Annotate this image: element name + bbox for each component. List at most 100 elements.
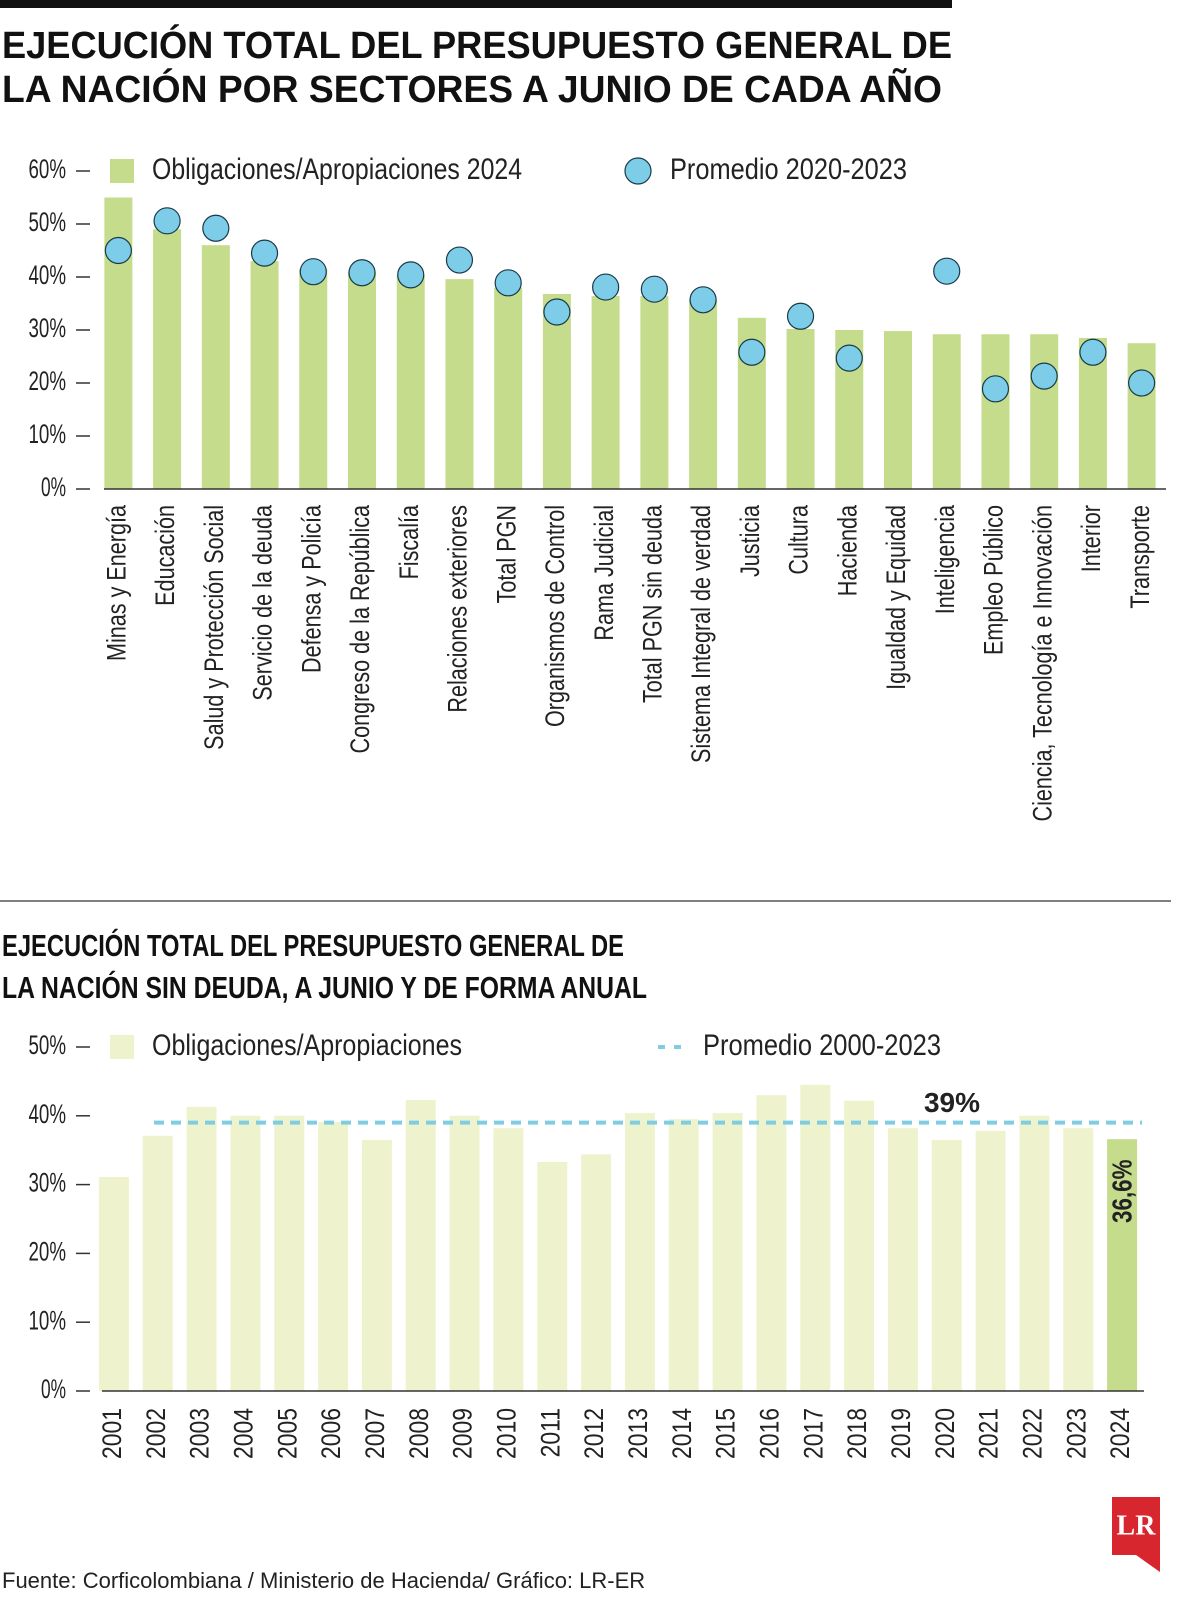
x-tick-label: 2003: [185, 1408, 215, 1459]
bar: [537, 1161, 568, 1391]
x-tick-label: Interior: [1077, 505, 1107, 572]
x-tick-label: Justicia: [736, 505, 766, 577]
bar: [1030, 334, 1059, 489]
bar: [640, 296, 669, 489]
bar: [274, 1115, 305, 1391]
bar: [591, 296, 620, 489]
bar: [931, 1139, 962, 1391]
x-tick-label: 2021: [974, 1408, 1004, 1459]
y-tick-label: 10%: [29, 419, 67, 449]
bar: [299, 269, 328, 489]
x-tick-label: 2007: [360, 1408, 390, 1459]
dot: [1030, 362, 1058, 390]
x-tick-label: Empleo Público: [979, 505, 1009, 655]
x-tick-label: Congreso de la República: [346, 505, 376, 754]
legend-label: Obligaciones/Apropiaciones 2024: [152, 153, 522, 186]
x-tick-label: Minas y Energía: [102, 505, 132, 661]
y-tick-label: 0%: [41, 472, 66, 502]
y-tick-label: 20%: [29, 1237, 67, 1267]
x-tick-label: Total PGN sin deuda: [638, 505, 668, 703]
top-rule: [0, 0, 952, 8]
x-tick-label: Total PGN: [492, 505, 522, 603]
x-tick-label: 2019: [886, 1408, 916, 1459]
x-tick-label: Organismos de Control: [541, 505, 571, 727]
y-tick-label: 60%: [29, 154, 67, 184]
bar: [712, 1113, 743, 1391]
x-tick-label: Sistema Integral de verdad: [687, 505, 717, 763]
x-tick-label: Salud y Protección Social: [200, 505, 230, 750]
dot: [494, 269, 522, 297]
dot: [640, 275, 668, 303]
bar: [230, 1115, 261, 1391]
value-label: 36,6%: [1107, 1159, 1138, 1222]
dot: [397, 261, 425, 289]
x-tick-label: 2018: [843, 1408, 873, 1459]
dot: [786, 302, 815, 330]
dot: [202, 214, 230, 242]
bar: [449, 1115, 480, 1391]
x-tick-label: Rama Judicial: [590, 505, 620, 641]
x-tick-label: Transporte: [1126, 505, 1156, 609]
x-tick-label: 2013: [623, 1408, 653, 1459]
bar: [1063, 1128, 1094, 1391]
chart-title: LA NACIÓN POR SECTORES A JUNIO DE CADA A…: [2, 67, 942, 111]
x-tick-label: Relaciones exteriores: [443, 505, 473, 713]
x-tick-label: 2008: [404, 1408, 434, 1459]
bar: [445, 279, 474, 489]
dot: [933, 257, 961, 285]
x-tick-label: 2005: [273, 1408, 303, 1459]
chart-title: EJECUCIÓN TOTAL DEL PRESUPUESTO GENERAL …: [2, 23, 952, 67]
logo-tail: [1136, 1555, 1160, 1572]
bar: [361, 1139, 392, 1391]
bar: [405, 1099, 436, 1391]
bar: [932, 334, 961, 489]
x-tick-label: Servicio de la deuda: [248, 505, 278, 701]
y-tick-label: 10%: [29, 1305, 67, 1335]
x-tick-label: 2016: [755, 1408, 785, 1459]
bar: [142, 1135, 173, 1391]
bar: [581, 1154, 612, 1391]
logo: LR: [1117, 1510, 1157, 1541]
bar: [153, 229, 182, 490]
bar: [318, 1121, 349, 1391]
y-tick-label: 40%: [29, 1099, 67, 1129]
bar: [1019, 1115, 1050, 1391]
dot: [1128, 369, 1156, 397]
x-tick-label: Igualdad y Equidad: [882, 505, 912, 690]
legend-label: Promedio 2000-2023: [703, 1029, 941, 1062]
x-tick-label: 2002: [141, 1408, 171, 1459]
dot: [348, 259, 376, 287]
x-tick-label: Inteligencia: [931, 505, 961, 615]
bar: [494, 287, 523, 489]
legend-label: Obligaciones/Apropiaciones: [152, 1029, 462, 1062]
x-tick-label: 2010: [492, 1408, 522, 1459]
bar: [884, 331, 912, 489]
bar: [624, 1113, 655, 1391]
y-tick-label: 0%: [41, 1374, 66, 1404]
dot: [299, 258, 327, 286]
dot: [445, 246, 474, 274]
legend-label: Promedio 2020-2023: [670, 153, 907, 186]
bar: [186, 1106, 217, 1391]
dot: [981, 375, 1010, 403]
y-tick-label: 40%: [29, 260, 67, 290]
x-tick-label: Educación: [151, 505, 181, 606]
chart-title: EJECUCIÓN TOTAL DEL PRESUPUESTO GENERAL …: [2, 927, 624, 963]
bar: [493, 1128, 524, 1391]
dot: [592, 273, 620, 301]
bar: [981, 334, 1010, 489]
x-tick-label: 2001: [97, 1408, 127, 1459]
bar: [887, 1128, 918, 1391]
bar: [786, 328, 815, 489]
dot: [738, 338, 766, 366]
y-tick-label: 50%: [29, 207, 67, 237]
source: Fuente: Corficolombiana / Ministerio de …: [2, 1568, 645, 1593]
bar: [689, 299, 718, 489]
x-tick-label: 2004: [229, 1408, 259, 1459]
bar: [250, 261, 279, 489]
x-tick-label: 2024: [1106, 1408, 1136, 1459]
reference-label: 39%: [924, 1087, 980, 1118]
bar: [668, 1119, 699, 1391]
